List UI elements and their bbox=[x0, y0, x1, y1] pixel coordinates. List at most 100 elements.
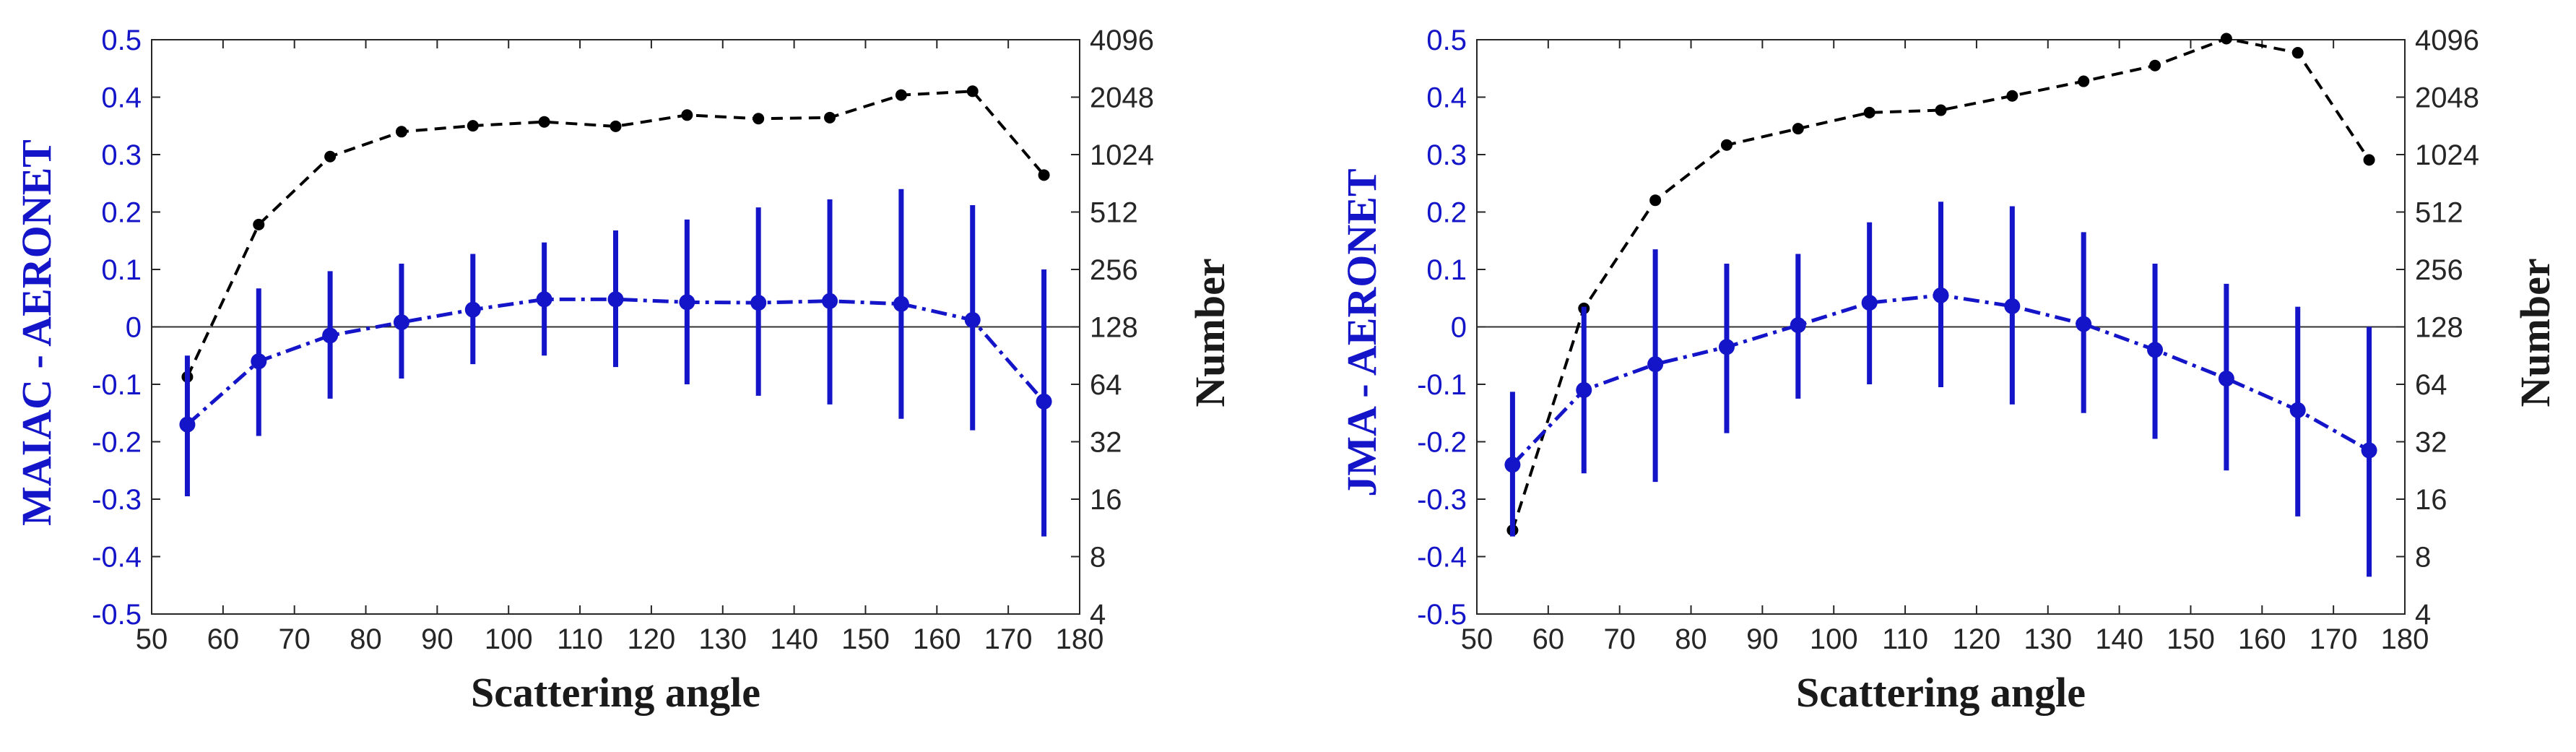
x-tick-label: 130 bbox=[2024, 623, 2072, 655]
bias-point bbox=[1036, 393, 1052, 410]
x-tick-label: 150 bbox=[841, 623, 890, 655]
x-tick-label: 130 bbox=[698, 623, 747, 655]
x-tick-label: 90 bbox=[421, 623, 454, 655]
x-tick-label: 60 bbox=[207, 623, 240, 655]
count-point bbox=[2291, 47, 2304, 59]
bias-point bbox=[251, 353, 267, 370]
x-tick-label: 50 bbox=[1461, 623, 1493, 655]
y-tick-label: 0 bbox=[1451, 312, 1467, 344]
x-axis-title: Scattering angle bbox=[471, 669, 760, 716]
y-tick-label: 0.3 bbox=[1426, 139, 1467, 171]
count-point bbox=[2078, 75, 2090, 87]
y2-tick-label: 64 bbox=[2415, 369, 2447, 401]
y-tick-label: -0.5 bbox=[1417, 599, 1467, 631]
y-tick-label: -0.3 bbox=[1417, 484, 1467, 516]
bias-point bbox=[607, 291, 624, 308]
y-tick-label: -0.5 bbox=[92, 599, 142, 631]
count-point bbox=[1863, 106, 1875, 118]
bias-point bbox=[822, 293, 838, 309]
count-point bbox=[610, 120, 622, 132]
bias-point bbox=[322, 327, 339, 344]
y-tick-label: 0.4 bbox=[1426, 82, 1467, 114]
y2-tick-label: 256 bbox=[2415, 254, 2463, 286]
x-tick-label: 120 bbox=[1953, 623, 2001, 655]
y-tick-label: 0.2 bbox=[1426, 197, 1467, 229]
y-tick-label: -0.1 bbox=[1417, 369, 1467, 401]
x-axis-title: Scattering angle bbox=[1796, 669, 2086, 716]
y-axis-title: MAIAC - AERONET bbox=[13, 139, 60, 526]
y2-tick-label: 32 bbox=[1090, 427, 1122, 459]
bias-point bbox=[536, 291, 552, 308]
bias-point bbox=[964, 311, 981, 328]
count-point bbox=[2149, 59, 2161, 72]
y2-tick-label: 2048 bbox=[1090, 82, 1154, 114]
count-point bbox=[681, 109, 693, 121]
bias-point bbox=[1933, 287, 1949, 303]
bias-point bbox=[1861, 295, 1878, 311]
y2-tick-label: 4096 bbox=[2415, 25, 2479, 56]
y2-tick-label: 128 bbox=[1090, 312, 1138, 344]
y-tick-label: 0.5 bbox=[1426, 25, 1467, 56]
x-tick-label: 60 bbox=[1532, 623, 1565, 655]
x-tick-label: 80 bbox=[1675, 623, 1707, 655]
bias-point bbox=[1647, 356, 1664, 373]
count-point bbox=[1935, 104, 1947, 116]
count-point bbox=[1038, 169, 1050, 181]
bias-point bbox=[2004, 298, 2021, 314]
x-tick-label: 100 bbox=[1810, 623, 1858, 655]
y-tick-label: 0.1 bbox=[101, 254, 142, 286]
x-tick-label: 70 bbox=[1603, 623, 1636, 655]
y-axis-title: JMA - AERONET bbox=[1338, 168, 1385, 496]
count-point bbox=[467, 120, 479, 132]
y-tick-label: -0.1 bbox=[92, 369, 142, 401]
y2-tick-label: 4096 bbox=[1090, 25, 1154, 56]
y-tick-label: -0.4 bbox=[92, 542, 142, 574]
count-point bbox=[1649, 194, 1662, 207]
x-tick-label: 180 bbox=[2381, 623, 2429, 655]
y-tick-label: 0.5 bbox=[101, 25, 142, 56]
y-tick-label: -0.3 bbox=[92, 484, 142, 516]
chart-panel-left: 50 60 70 80 90 100 110 120 130 140 150 160 170 1800.5… bbox=[13, 25, 1233, 716]
bias-point bbox=[893, 295, 909, 312]
x-tick-label: 140 bbox=[2095, 623, 2143, 655]
count-point bbox=[966, 85, 979, 98]
y2-tick-label: 8 bbox=[2415, 542, 2431, 574]
x-tick-label: 170 bbox=[2310, 623, 2358, 655]
y2-tick-label: 512 bbox=[2415, 197, 2463, 229]
y2-axis-title: Number bbox=[2512, 258, 2559, 407]
y2-tick-label: 2048 bbox=[2415, 82, 2479, 114]
y2-tick-label: 4 bbox=[2415, 599, 2431, 631]
bias-point bbox=[750, 295, 767, 311]
bias-point bbox=[679, 294, 695, 311]
bias-point bbox=[2289, 402, 2306, 418]
bias-point bbox=[1504, 457, 1521, 473]
y2-axis-title: Number bbox=[1187, 258, 1233, 407]
bias-point bbox=[2076, 316, 2092, 332]
count-point bbox=[1792, 123, 1804, 135]
x-tick-label: 100 bbox=[485, 623, 533, 655]
y-tick-label: 0.1 bbox=[1426, 254, 1467, 286]
count-point bbox=[824, 111, 836, 124]
count-point bbox=[753, 113, 765, 125]
y2-tick-label: 128 bbox=[2415, 312, 2463, 344]
x-tick-label: 80 bbox=[350, 623, 382, 655]
y2-tick-label: 16 bbox=[1090, 484, 1122, 516]
x-tick-label: 140 bbox=[770, 623, 818, 655]
count-point bbox=[2363, 154, 2375, 166]
y2-tick-label: 512 bbox=[1090, 197, 1138, 229]
count-point bbox=[895, 89, 907, 101]
y2-tick-label: 1024 bbox=[2415, 139, 2479, 171]
y2-tick-label: 16 bbox=[2415, 484, 2447, 516]
count-point bbox=[2006, 90, 2018, 102]
y-tick-label: 0.4 bbox=[101, 82, 142, 114]
y2-tick-label: 64 bbox=[1090, 369, 1122, 401]
y2-tick-label: 4 bbox=[1090, 599, 1106, 631]
y-tick-label: -0.2 bbox=[92, 427, 142, 459]
count-point bbox=[2220, 33, 2232, 45]
y2-tick-label: 1024 bbox=[1090, 139, 1154, 171]
bias-point bbox=[1718, 339, 1735, 355]
bias-point bbox=[179, 416, 196, 433]
y2-tick-label: 8 bbox=[1090, 542, 1106, 574]
bias-point bbox=[1790, 317, 1806, 334]
